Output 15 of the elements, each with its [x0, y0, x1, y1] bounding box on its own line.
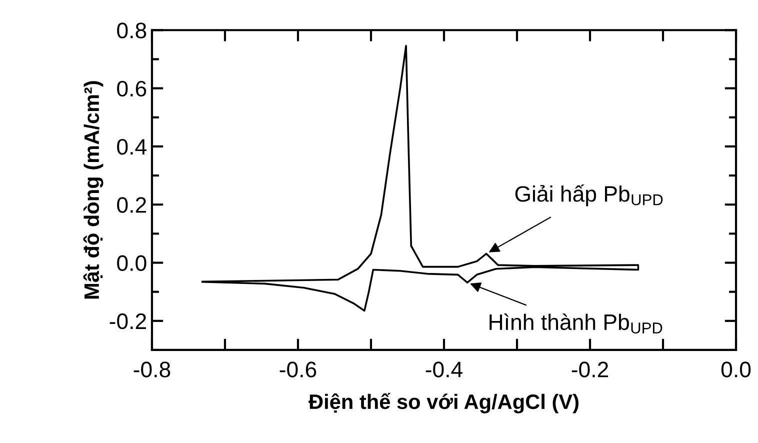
y-tick-label: 0.8 — [117, 22, 146, 38]
y-tick-label: -0.2 — [110, 313, 146, 330]
y-tick-label: 0.0 — [117, 255, 146, 272]
y-axis-title: Mật độ dòng (mA/cm²) — [83, 81, 104, 299]
annotation: Giải hấp Pb$_{UPD}$ — [515, 184, 663, 206]
y-tick-label: 0.2 — [117, 197, 146, 213]
annotation: Hình thành Pb$_{UPD}$ — [490, 313, 662, 334]
x-tick-label: -0.4 — [426, 362, 462, 378]
x-tick-label: -0.8 — [134, 362, 170, 378]
y-tick-label: 0.6 — [117, 80, 146, 97]
x-tick-label: 0.0 — [721, 362, 751, 378]
x-tick-label: -0.6 — [280, 362, 316, 378]
x-tick-label: -0.2 — [572, 362, 608, 378]
x-axis-title: Điện thế so với Ag/AgCl (V) — [308, 392, 578, 414]
y-tick-label: 0.4 — [117, 138, 146, 155]
